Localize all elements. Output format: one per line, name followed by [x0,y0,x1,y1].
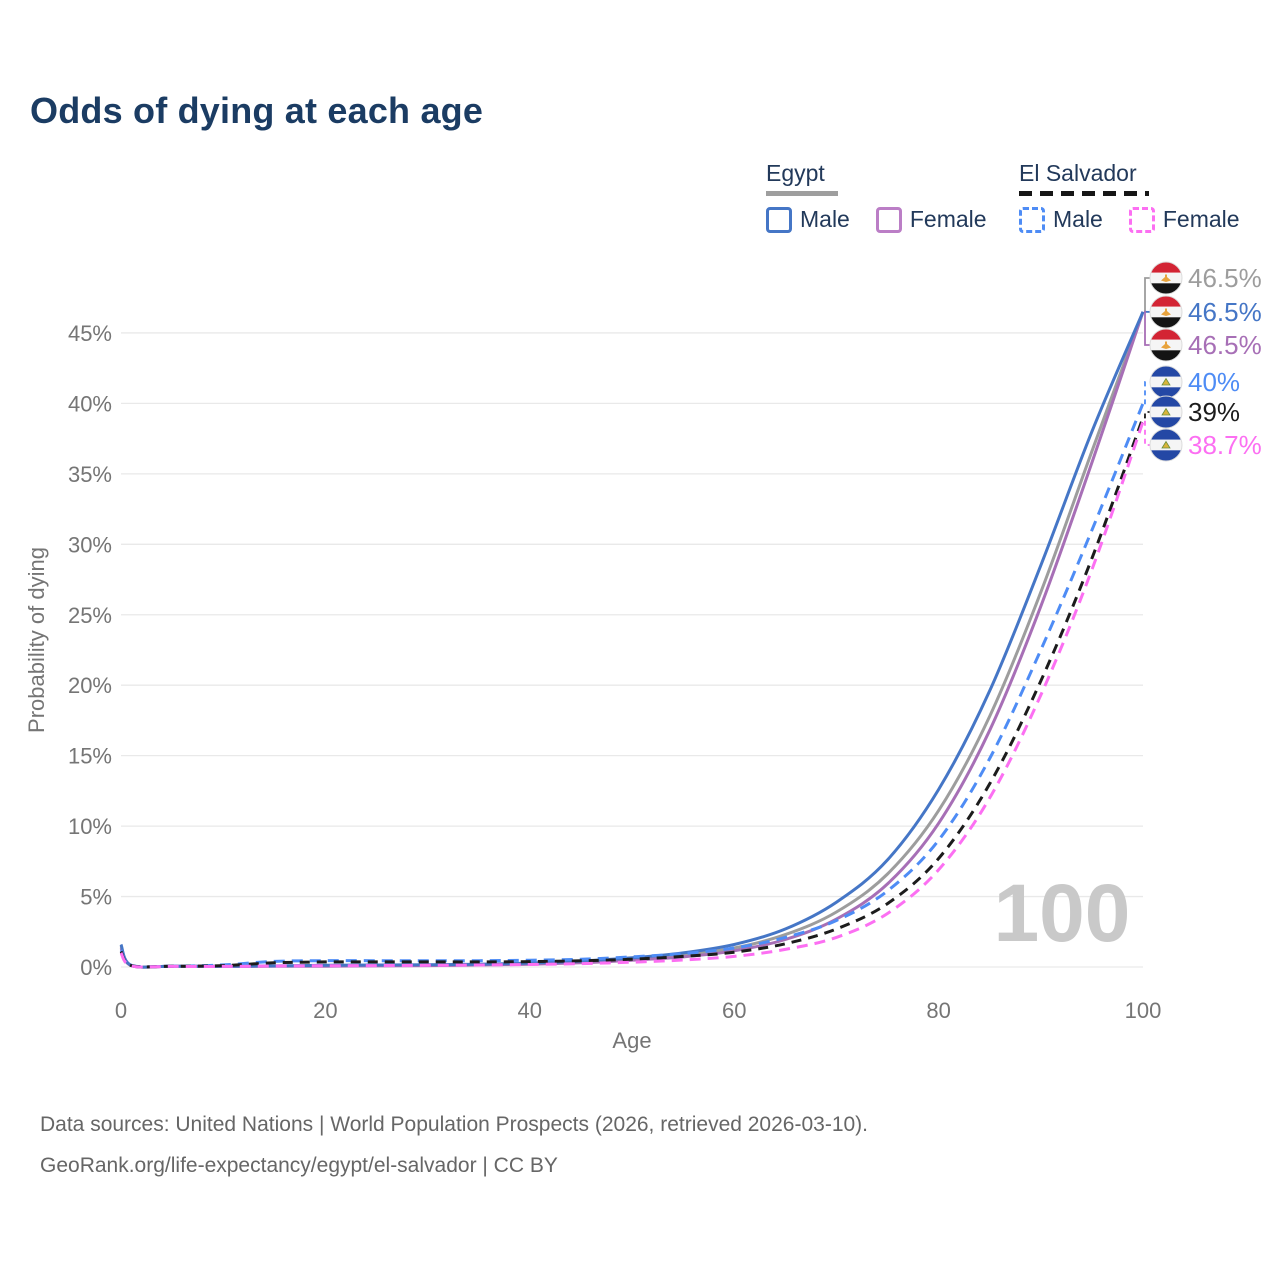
x-tick-label: 60 [722,998,746,1023]
series-line-el-salvador-female[interactable] [119,421,1145,969]
legend-linestyle-solid-swatch [766,191,838,196]
end-value-label-egypt-male: 46.5% [1188,297,1262,327]
legend-item-label: Female [909,206,987,232]
legend-header-egypt: Egypt [766,160,838,196]
end-value-label-egypt-both: 46.5% [1188,263,1262,293]
flag-icon-el-salvador [1149,428,1183,462]
end-value-label-el-salvador-both: 39% [1188,397,1240,427]
label-connector-el-salvador-male [1144,381,1154,405]
end-value-label-egypt-female: 46.5% [1188,330,1262,360]
legend-linestyle-dashed-swatch [1019,191,1149,196]
data-source-footer: Data sources: United Nations | World Pop… [40,1104,868,1186]
flag-icon-egypt [1149,261,1183,295]
y-tick-label: 30% [68,532,112,557]
footer-attribution-line: GeoRank.org/life-expectancy/egypt/el-sal… [40,1154,558,1177]
legend-group-egypt: Egypt Male Female [766,160,987,233]
checkbox-icon [1019,206,1045,233]
y-tick-label: 5% [80,885,112,910]
y-tick-label: 20% [68,673,112,698]
series-line-egypt-both[interactable] [119,311,1145,969]
series-line-egypt-female[interactable] [119,311,1145,969]
checkbox-icon [766,206,792,233]
flag-icon-el-salvador [1149,395,1183,429]
y-tick-label: 10% [68,814,112,839]
page-title: Odds of dying at each age [30,90,484,131]
x-tick-label: 100 [1125,998,1162,1023]
legend-item-label: Female [1162,206,1240,232]
checkbox-icon [1128,206,1155,233]
y-tick-label: 40% [68,391,112,416]
y-tick-label: 0% [80,955,112,980]
legend-item-label: Male [1053,206,1103,232]
age-marker-watermark: 100 [994,868,1131,959]
legend-toggle-el-salvador-female[interactable]: Female [1128,206,1240,233]
y-tick-label: 45% [68,321,112,346]
series-line-egypt-male[interactable] [119,311,1145,969]
end-value-label-el-salvador-female: 38.7% [1188,430,1262,460]
y-axis-title: Probability of dying [24,547,49,733]
series-line-el-salvador-male[interactable] [119,402,1145,969]
flag-icon-egypt [1149,295,1183,329]
legend-item-label: Male [800,206,850,232]
legend-header-el-salvador: El Salvador [1019,160,1149,196]
y-tick-label: 25% [68,603,112,628]
end-value-label-el-salvador-male: 40% [1188,367,1240,397]
legend-group-el-salvador: El Salvador Male Female [1019,160,1240,233]
x-axis-title: Age [612,1028,651,1053]
x-tick-label: 40 [518,998,542,1023]
footer-sources-line: Data sources: United Nations | World Pop… [40,1113,869,1136]
x-tick-label: 80 [926,998,950,1023]
x-tick-label: 0 [115,998,127,1023]
x-tick-label: 20 [313,998,337,1023]
y-tick-label: 35% [68,462,112,487]
legend-toggle-egypt-male[interactable]: Male [766,206,850,233]
legend-toggle-el-salvador-male[interactable]: Male [1019,206,1103,233]
legend-country-label: Egypt [766,160,825,186]
flag-icon-egypt [1149,328,1183,362]
legend-country-label: El Salvador [1019,160,1137,186]
y-tick-label: 15% [68,744,112,769]
legend-toggle-egypt-female[interactable]: Female [875,206,987,233]
series-line-el-salvador-both[interactable] [119,416,1145,969]
checkbox-icon [875,206,902,233]
flag-icon-el-salvador [1149,365,1183,399]
